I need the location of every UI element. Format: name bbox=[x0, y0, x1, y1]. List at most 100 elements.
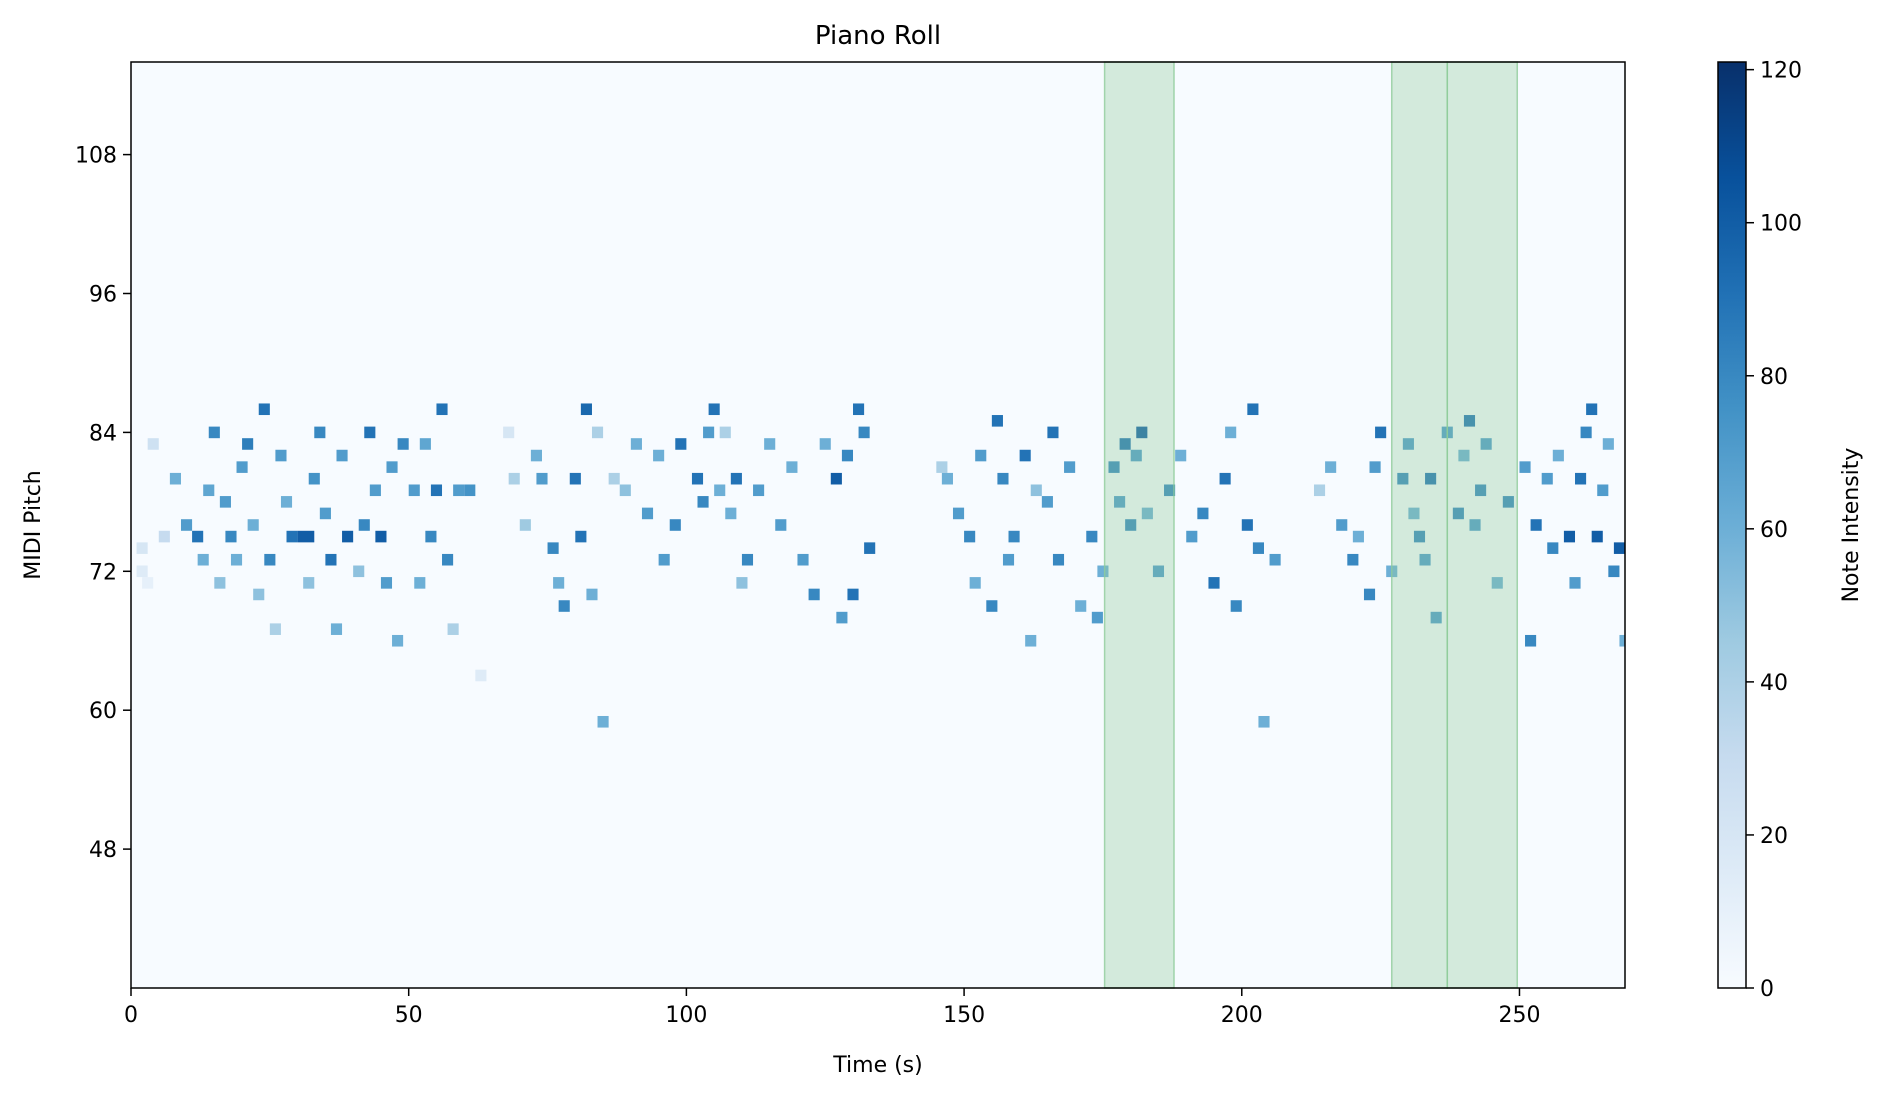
note-cell bbox=[530, 449, 542, 462]
y-tick-label: 96 bbox=[89, 283, 117, 308]
note-cell bbox=[1519, 461, 1531, 473]
notes-layer bbox=[136, 403, 1625, 728]
note-cell bbox=[864, 542, 876, 554]
note-cell bbox=[753, 484, 765, 497]
note-cell bbox=[275, 449, 287, 462]
note-cell bbox=[519, 519, 531, 531]
note-cell bbox=[358, 519, 370, 531]
note-cell bbox=[392, 634, 404, 647]
note-cell bbox=[158, 530, 170, 543]
note-cell bbox=[1430, 611, 1442, 624]
note-cell bbox=[1591, 530, 1603, 543]
note-cell bbox=[1552, 449, 1564, 462]
colorbar-tick-label: 60 bbox=[1760, 518, 1788, 543]
note-cell bbox=[303, 577, 315, 589]
highlight-region bbox=[1103, 61, 1175, 989]
highlight-region bbox=[1446, 61, 1519, 989]
note-cell bbox=[1152, 565, 1165, 578]
note-cell bbox=[547, 542, 559, 554]
note-cell bbox=[1613, 542, 1625, 554]
note-cell bbox=[669, 519, 681, 531]
note-cell bbox=[1164, 484, 1176, 497]
note-cell bbox=[386, 461, 398, 473]
note-cell bbox=[597, 715, 609, 728]
note-cell bbox=[230, 553, 243, 566]
colorbar-label: Note Intensity bbox=[1839, 448, 1864, 603]
note-cell bbox=[997, 472, 1009, 485]
note-cell bbox=[503, 426, 515, 439]
note-cell bbox=[1408, 507, 1420, 520]
plot-frame bbox=[130, 61, 1626, 989]
note-cell bbox=[1452, 507, 1464, 520]
note-cell bbox=[986, 600, 998, 612]
note-cell bbox=[1525, 634, 1537, 647]
note-cell bbox=[236, 461, 248, 473]
note-cell bbox=[691, 472, 704, 485]
note-cell bbox=[219, 496, 231, 508]
note-cell bbox=[142, 577, 154, 589]
note-cell bbox=[1458, 449, 1470, 462]
note-cell bbox=[336, 449, 348, 462]
note-cell bbox=[1030, 484, 1042, 497]
note-cell bbox=[136, 565, 148, 578]
note-cell bbox=[708, 403, 720, 416]
note-cell bbox=[1463, 415, 1476, 427]
note-cell bbox=[969, 577, 981, 589]
note-cell bbox=[1019, 449, 1031, 462]
x-tick-label: 250 bbox=[1498, 1003, 1540, 1028]
note-cell bbox=[430, 484, 443, 497]
note-cell bbox=[775, 519, 787, 531]
note-cell bbox=[1313, 484, 1326, 497]
colorbar-tick-label: 20 bbox=[1760, 824, 1788, 849]
note-cell bbox=[1108, 461, 1120, 473]
note-cell bbox=[208, 426, 220, 439]
y-tick-label: 72 bbox=[89, 560, 117, 585]
note-cell bbox=[1091, 611, 1103, 624]
note-cell bbox=[1502, 496, 1514, 508]
note-cell bbox=[1141, 507, 1153, 520]
note-cell bbox=[408, 484, 420, 497]
note-cell bbox=[830, 472, 842, 485]
note-cell bbox=[1369, 461, 1381, 473]
note-cell bbox=[836, 611, 848, 624]
note-cell bbox=[1208, 577, 1220, 589]
note-cell bbox=[703, 426, 715, 439]
note-cell bbox=[1175, 449, 1187, 462]
note-cell bbox=[242, 438, 254, 450]
note-cell bbox=[425, 530, 437, 543]
note-cell bbox=[1580, 426, 1592, 439]
note-cell bbox=[1086, 530, 1098, 543]
note-cell bbox=[741, 553, 754, 566]
note-cell bbox=[1002, 553, 1015, 566]
note-cell bbox=[214, 577, 226, 589]
note-cell bbox=[658, 553, 670, 566]
note-cell bbox=[464, 484, 476, 497]
note-cell bbox=[1269, 553, 1281, 566]
note-cell bbox=[1597, 484, 1609, 497]
note-cell bbox=[1586, 403, 1598, 416]
note-cell bbox=[641, 507, 654, 520]
note-cell bbox=[936, 461, 948, 473]
note-cell bbox=[1219, 472, 1231, 485]
note-cell bbox=[575, 530, 587, 543]
note-cell bbox=[269, 623, 281, 635]
note-cell bbox=[619, 484, 631, 497]
note-cell bbox=[1052, 553, 1065, 566]
note-cell bbox=[725, 507, 737, 520]
note-cell bbox=[586, 588, 598, 601]
highlight-regions bbox=[1103, 61, 1519, 989]
x-tick-label: 50 bbox=[395, 1003, 423, 1028]
note-cell bbox=[536, 472, 548, 485]
note-cell bbox=[608, 472, 620, 485]
note-cell bbox=[853, 403, 865, 416]
note-cell bbox=[375, 530, 387, 543]
note-cell bbox=[808, 588, 820, 601]
note-cell bbox=[847, 588, 859, 601]
colorbar-tick-label: 40 bbox=[1760, 671, 1788, 696]
note-cell bbox=[553, 577, 565, 589]
note-cell bbox=[1258, 715, 1270, 728]
note-cell bbox=[1425, 472, 1437, 485]
note-cell bbox=[1480, 438, 1492, 450]
note-cell bbox=[225, 530, 237, 543]
